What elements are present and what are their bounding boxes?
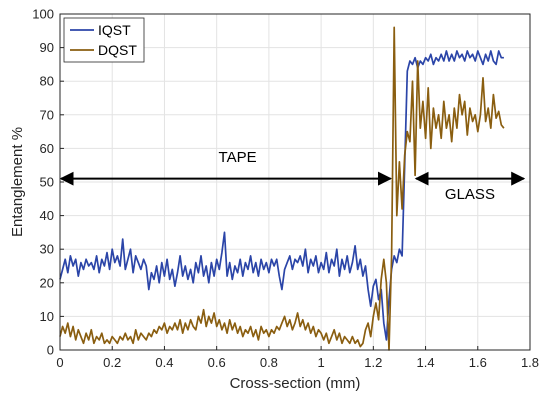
y-tick-label: 40 bbox=[40, 208, 54, 223]
x-tick-label: 1.8 bbox=[521, 355, 539, 370]
legend-box bbox=[63, 17, 145, 63]
y-tick-label: 30 bbox=[40, 242, 54, 257]
series-line-iqst bbox=[59, 50, 504, 341]
legend: IQST DQST bbox=[63, 17, 145, 63]
x-tick-label: 1.2 bbox=[364, 355, 382, 370]
x-tick-label: 0.4 bbox=[155, 355, 173, 370]
tape-label: TAPE bbox=[219, 149, 257, 166]
x-tick-label: 1 bbox=[317, 355, 324, 370]
annotations: TAPE GLASS bbox=[59, 149, 526, 203]
series-line-dqst bbox=[59, 26, 505, 351]
y-tick-label: 90 bbox=[40, 40, 54, 55]
x-tick-label: 0.6 bbox=[208, 355, 226, 370]
x-axis-label: Cross-section (mm) bbox=[230, 375, 361, 392]
y-axis-label: Entanglement % bbox=[9, 127, 26, 237]
legend-label-dqst: DQST bbox=[98, 42, 137, 58]
y-tick-label: 20 bbox=[40, 275, 54, 290]
x-tick-label: 0.8 bbox=[260, 355, 278, 370]
y-tick-label: 80 bbox=[40, 74, 54, 89]
y-tick-label: 60 bbox=[40, 141, 54, 156]
x-tick-label: 1.4 bbox=[417, 355, 435, 370]
series-layer bbox=[59, 26, 505, 351]
x-tick-label: 1.6 bbox=[469, 355, 487, 370]
y-tick-label: 0 bbox=[47, 343, 54, 358]
y-tick-label: 50 bbox=[40, 175, 54, 190]
glass-label: GLASS bbox=[445, 186, 495, 203]
y-tick-label: 70 bbox=[40, 107, 54, 122]
y-tick-label: 10 bbox=[40, 309, 54, 324]
legend-label-iqst: IQST bbox=[98, 22, 131, 38]
ticks: 0 0.2 0.4 0.6 0.8 1 1.2 1.4 1.6 1.8 0 10 20 30 40 50 60 7… bbox=[32, 7, 539, 371]
y-tick-label: 100 bbox=[32, 7, 54, 22]
x-tick-label: 0 bbox=[56, 355, 63, 370]
x-tick-label: 0.2 bbox=[103, 355, 121, 370]
